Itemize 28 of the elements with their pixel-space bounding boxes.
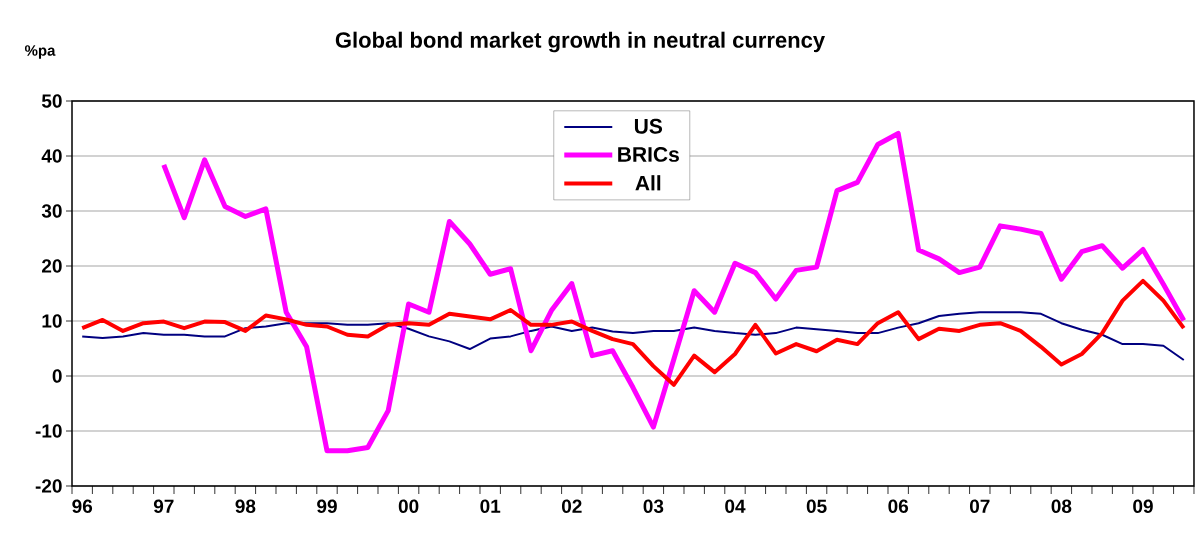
x-tick-label: 07 [969,499,990,513]
y-tick-label: -10 [35,424,62,438]
x-tick-label: 08 [1051,499,1072,513]
x-tick-label: 05 [806,499,827,513]
line-series [80,278,1186,387]
x-tick-label: 97 [153,499,174,513]
y-tick-label: 40 [41,149,62,163]
y-axis-title: %pa [24,45,56,59]
x-tick-label: 03 [643,499,664,514]
y-tick-label: 10 [42,314,62,328]
legend-label: All [635,175,661,191]
y-tick-label: 20 [42,259,62,273]
legend-label: BRICs [618,146,679,162]
y-tick-label: 30 [41,204,62,218]
x-tick-label: 01 [480,499,501,513]
x-tick-label: 04 [725,499,746,513]
legend-label: US [634,118,663,134]
x-tick-label: 98 [235,499,256,513]
x-tick-label: 99 [317,499,337,513]
x-tick-label: 06 [888,499,909,513]
x-tick-label: 09 [1133,499,1153,513]
chart-title: Global bond market growth in neutral currency [335,31,825,53]
x-tick-label: 96 [72,499,93,513]
x-tick-label: 00 [398,499,419,513]
y-tick-label: 0 [52,369,62,383]
x-tick-label: 02 [561,499,582,513]
y-tick-label: -20 [35,479,62,493]
y-tick-label: 50 [41,94,62,108]
